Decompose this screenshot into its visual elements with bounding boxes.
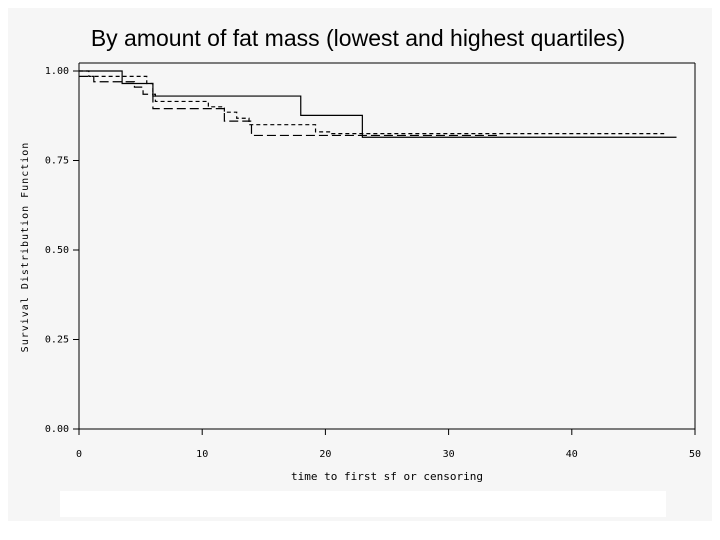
tick-labels: 0 10 20 30 40 50 0.00 0.25 0.50 0.75 1.00 [45, 66, 701, 460]
x-axis-label: time to first sf or censoring [291, 470, 483, 483]
x-tick-label: 50 [689, 449, 701, 460]
survival-curve-long-dash [79, 75, 498, 137]
survival-curve-short-dash [79, 70, 665, 135]
tick-marks [73, 70, 696, 435]
y-tick-label: 0.25 [45, 335, 69, 346]
survival-curve-solid [79, 70, 677, 138]
series-group [79, 70, 677, 138]
y-tick-label: 1.00 [45, 66, 69, 77]
x-tick-label: 10 [196, 449, 208, 460]
x-tick-label: 40 [566, 449, 578, 460]
y-tick-label: 0.50 [45, 245, 69, 256]
x-tick-label: 30 [443, 449, 455, 460]
footer-band [60, 491, 666, 517]
x-tick-label: 20 [319, 449, 331, 460]
y-tick-label: 0.75 [45, 156, 69, 167]
y-axis-label: Survival Distribution Function [20, 142, 31, 353]
x-tick-label: 0 [76, 449, 82, 460]
y-tick-label: 0.00 [45, 424, 69, 435]
chart-title: By amount of fat mass (lowest and highes… [91, 25, 625, 51]
slide-background [8, 8, 712, 521]
